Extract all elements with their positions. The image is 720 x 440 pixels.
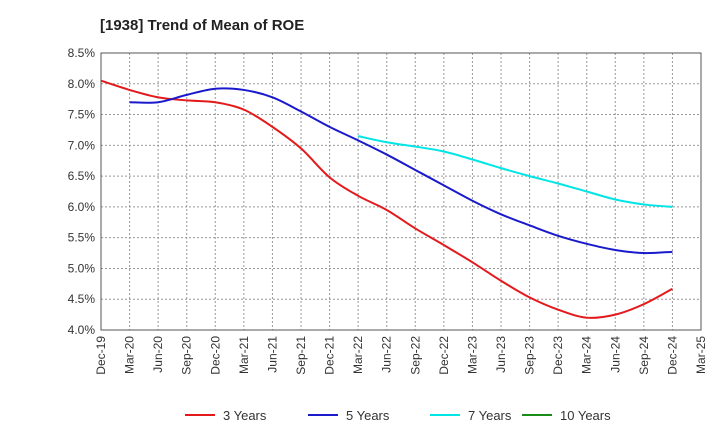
- x-tick-label: Dec-22: [437, 336, 451, 375]
- plot-area-frame: [100, 52, 702, 331]
- y-tick-label: 5.5%: [68, 231, 96, 245]
- x-tick-label: Dec-20: [208, 336, 222, 375]
- x-tick-label: Sep-20: [180, 336, 194, 375]
- x-tick-label: Mar-25: [694, 336, 708, 374]
- x-tick-label: Mar-21: [237, 336, 251, 374]
- y-tick-label: 5.0%: [68, 261, 96, 275]
- series-line-3-years: [100, 79, 673, 319]
- legend: 3 Years 5 Years 7 Years 10 Years: [185, 408, 611, 423]
- y-tick-label: 7.5%: [68, 108, 96, 122]
- x-tick-label: Dec-23: [551, 336, 565, 375]
- series-line-7-years: [357, 135, 673, 208]
- x-tick-label: Mar-22: [351, 336, 365, 374]
- x-tick-label: Dec-21: [323, 336, 337, 375]
- x-tick-label: Sep-24: [637, 336, 651, 375]
- y-axis-ticks: 4.0% 4.5% 5.0% 5.5% 6.0% 6.5% 7.0% 7.5% 8.0% 8.5%: [68, 46, 96, 337]
- x-tick-label: Jun-24: [608, 336, 622, 373]
- chart-title: [1938] Trend of Mean of ROE: [100, 17, 304, 34]
- series-line-5-years: [129, 87, 673, 255]
- legend-label-10-years: 10 Years: [560, 408, 611, 423]
- y-tick-label: 7.0%: [68, 138, 96, 152]
- y-tick-label: 8.0%: [68, 77, 96, 91]
- x-tick-label: Sep-22: [408, 336, 422, 375]
- x-tick-label: Sep-21: [294, 336, 308, 375]
- x-tick-label: Dec-24: [665, 336, 679, 375]
- x-tick-label: Dec-19: [94, 336, 108, 375]
- y-tick-label: 4.5%: [68, 292, 96, 306]
- y-tick-label: 8.5%: [68, 46, 96, 60]
- y-tick-label: 4.0%: [68, 323, 96, 337]
- x-tick-label: Mar-20: [123, 336, 137, 374]
- plot-series: [100, 79, 673, 319]
- x-axis-ticks: Dec-19 Mar-20 Jun-20 Sep-20 Dec-20 Mar-21 Jun-…: [94, 336, 708, 375]
- x-tick-label: Sep-23: [523, 336, 537, 375]
- x-tick-label: Jun-21: [265, 336, 279, 373]
- x-tick-label: Mar-24: [580, 336, 594, 374]
- y-tick-label: 6.0%: [68, 200, 96, 214]
- legend-label-3-years: 3 Years: [223, 408, 267, 423]
- y-tick-label: 6.5%: [68, 169, 96, 183]
- legend-label-7-years: 7 Years: [468, 408, 512, 423]
- x-tick-label: Jun-23: [494, 336, 508, 373]
- legend-label-5-years: 5 Years: [346, 408, 390, 423]
- x-tick-label: Mar-23: [465, 336, 479, 374]
- x-tick-label: Jun-20: [151, 336, 165, 373]
- x-tick-label: Jun-22: [380, 336, 394, 373]
